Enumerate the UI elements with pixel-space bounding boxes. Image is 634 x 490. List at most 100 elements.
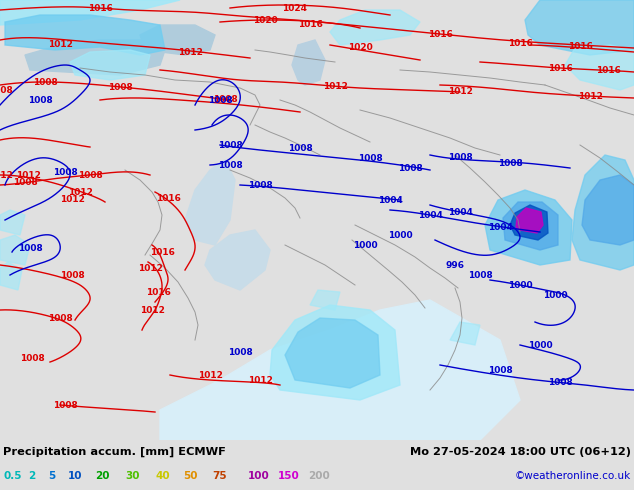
Polygon shape bbox=[5, 15, 165, 55]
Polygon shape bbox=[565, 45, 634, 90]
Polygon shape bbox=[485, 190, 572, 265]
Text: 1000: 1000 bbox=[543, 291, 567, 299]
Text: 1008: 1008 bbox=[448, 152, 472, 162]
Text: 100: 100 bbox=[248, 471, 269, 481]
Text: 200: 200 bbox=[308, 471, 330, 481]
Text: 5: 5 bbox=[48, 471, 55, 481]
Text: 1008: 1008 bbox=[548, 377, 573, 387]
Text: 1008: 1008 bbox=[217, 161, 242, 170]
Polygon shape bbox=[0, 262, 22, 290]
Text: 1016: 1016 bbox=[548, 64, 573, 73]
Text: 1004: 1004 bbox=[488, 222, 512, 231]
Text: 75: 75 bbox=[212, 471, 226, 481]
Text: 1000: 1000 bbox=[527, 341, 552, 349]
Polygon shape bbox=[70, 50, 150, 80]
Text: 996: 996 bbox=[446, 261, 465, 270]
Text: 1008: 1008 bbox=[228, 347, 252, 357]
Text: 1008: 1008 bbox=[53, 168, 77, 176]
Text: 1000: 1000 bbox=[508, 280, 533, 290]
Polygon shape bbox=[0, 0, 180, 25]
Text: 1012: 1012 bbox=[0, 171, 13, 179]
Polygon shape bbox=[330, 10, 420, 45]
Polygon shape bbox=[205, 230, 270, 290]
Text: 1008: 1008 bbox=[0, 85, 13, 95]
Polygon shape bbox=[185, 160, 235, 245]
Text: 1008: 1008 bbox=[212, 95, 237, 103]
Text: 1008: 1008 bbox=[13, 177, 37, 187]
Text: 1008: 1008 bbox=[248, 180, 273, 190]
Polygon shape bbox=[516, 208, 543, 233]
Text: 2: 2 bbox=[28, 471, 36, 481]
Text: 1020: 1020 bbox=[347, 43, 372, 51]
Polygon shape bbox=[160, 300, 520, 440]
Text: 1016: 1016 bbox=[155, 194, 181, 202]
Text: 1012: 1012 bbox=[16, 171, 41, 179]
Text: 1004: 1004 bbox=[448, 207, 472, 217]
Text: 1012: 1012 bbox=[198, 370, 223, 380]
Text: 1008: 1008 bbox=[498, 158, 522, 168]
Text: 1008: 1008 bbox=[53, 400, 77, 410]
Text: 1004: 1004 bbox=[418, 211, 443, 220]
Text: 1012: 1012 bbox=[138, 264, 162, 272]
Polygon shape bbox=[270, 305, 400, 400]
Text: 1000: 1000 bbox=[387, 230, 412, 240]
Text: 1012: 1012 bbox=[178, 48, 202, 56]
Text: 1012: 1012 bbox=[68, 188, 93, 196]
Polygon shape bbox=[582, 175, 634, 245]
Text: 1012: 1012 bbox=[323, 81, 347, 91]
Polygon shape bbox=[510, 205, 548, 240]
Text: 1012: 1012 bbox=[578, 92, 602, 100]
Polygon shape bbox=[450, 322, 480, 345]
Text: 1016: 1016 bbox=[567, 42, 592, 50]
Text: 1008: 1008 bbox=[20, 353, 44, 363]
Text: 30: 30 bbox=[125, 471, 139, 481]
Text: 1008: 1008 bbox=[60, 270, 84, 279]
Text: 1008: 1008 bbox=[217, 141, 242, 149]
Text: 1016: 1016 bbox=[87, 3, 112, 13]
Text: 1008: 1008 bbox=[358, 153, 382, 163]
Polygon shape bbox=[25, 40, 165, 75]
Text: 1008: 1008 bbox=[108, 82, 133, 92]
Text: 1016: 1016 bbox=[150, 247, 174, 256]
Text: 1012: 1012 bbox=[448, 87, 472, 96]
Text: 1012: 1012 bbox=[247, 375, 273, 385]
Polygon shape bbox=[310, 290, 340, 310]
Polygon shape bbox=[0, 235, 30, 265]
Polygon shape bbox=[285, 318, 380, 388]
Text: 1012: 1012 bbox=[48, 40, 72, 49]
Text: Mo 27-05-2024 18:00 UTC (06+12): Mo 27-05-2024 18:00 UTC (06+12) bbox=[410, 447, 631, 457]
Text: 1008: 1008 bbox=[288, 144, 313, 152]
Text: 1016: 1016 bbox=[297, 20, 323, 28]
Text: 1008: 1008 bbox=[488, 366, 512, 374]
Polygon shape bbox=[525, 0, 634, 55]
Text: 1016: 1016 bbox=[146, 288, 171, 296]
Text: 20: 20 bbox=[95, 471, 110, 481]
Text: 1016: 1016 bbox=[427, 29, 453, 39]
Text: 1012: 1012 bbox=[139, 305, 164, 315]
Polygon shape bbox=[572, 155, 634, 270]
Text: 1004: 1004 bbox=[378, 196, 403, 204]
Text: 1008: 1008 bbox=[32, 77, 57, 87]
Polygon shape bbox=[0, 210, 25, 235]
Text: 1024: 1024 bbox=[283, 3, 307, 13]
Text: 1016: 1016 bbox=[508, 39, 533, 48]
Polygon shape bbox=[503, 202, 558, 250]
Text: 1020: 1020 bbox=[252, 16, 278, 24]
Text: 1008: 1008 bbox=[18, 244, 42, 252]
Text: 1008: 1008 bbox=[77, 171, 102, 179]
Text: 1008: 1008 bbox=[468, 270, 493, 279]
Text: 10: 10 bbox=[68, 471, 82, 481]
Text: ©weatheronline.co.uk: ©weatheronline.co.uk bbox=[515, 471, 631, 481]
Text: 40: 40 bbox=[155, 471, 170, 481]
Text: 1012: 1012 bbox=[60, 195, 84, 203]
Text: 1016: 1016 bbox=[595, 66, 621, 74]
Text: 1008: 1008 bbox=[28, 96, 53, 104]
Text: 1008: 1008 bbox=[207, 96, 233, 104]
Text: 50: 50 bbox=[183, 471, 198, 481]
Text: 150: 150 bbox=[278, 471, 300, 481]
Polygon shape bbox=[292, 40, 325, 85]
Text: Precipitation accum. [mm] ECMWF: Precipitation accum. [mm] ECMWF bbox=[3, 447, 226, 457]
Polygon shape bbox=[140, 25, 215, 55]
Text: 0.5: 0.5 bbox=[3, 471, 22, 481]
Text: 1008: 1008 bbox=[48, 314, 72, 322]
